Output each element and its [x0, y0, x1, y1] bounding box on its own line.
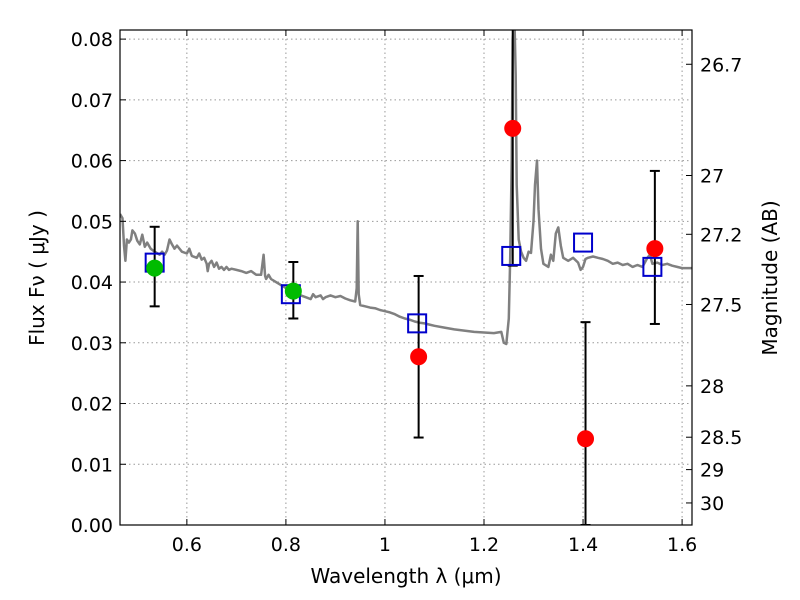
right-tick-label: 29 [700, 460, 724, 482]
model-spectrum-line [120, 30, 692, 346]
y-tick-label: 0.05 [71, 211, 113, 233]
x-tick-label: 1.6 [667, 534, 697, 556]
measurement-point [410, 348, 428, 366]
measurement-point [577, 430, 595, 448]
y-tick-label: 0.03 [71, 333, 113, 355]
measurement-point [504, 119, 522, 137]
data-layer [120, 30, 692, 525]
x-tick-label: 0.8 [271, 534, 301, 556]
x-tick-label: 1.2 [469, 534, 499, 556]
x-tick-label: 1.4 [568, 534, 598, 556]
y-tick-label: 0.04 [71, 272, 113, 294]
y-tick-label: 0.02 [71, 394, 113, 416]
axis-ticks: 0.6 0.8 1 1.2 1.4 1.6 0.00 0.01 0.02 0.03 0.04 0.05… [71, 29, 743, 556]
x-tick-label: 0.6 [172, 534, 202, 556]
right-axis-label: Magnitude (AB) [758, 200, 782, 355]
right-tick-label: 28.5 [700, 427, 742, 449]
y-tick-label: 0.06 [71, 151, 113, 173]
detection-point [284, 282, 302, 300]
y-tick-label: 0.08 [71, 29, 113, 51]
model-photometry-square [407, 313, 428, 334]
right-tick-label: 30 [700, 493, 724, 515]
right-tick-label: 28 [700, 376, 724, 398]
model-photometry-square [501, 245, 522, 266]
measurement-point [646, 240, 664, 258]
right-tick-label: 27.5 [700, 294, 742, 316]
right-tick-label: 27.2 [700, 224, 742, 246]
model-photometry-square [642, 256, 663, 277]
plot-frame [119, 29, 693, 526]
model-photometry-square [573, 232, 594, 253]
y-axis-label: Flux Fν ( μJy ) [25, 210, 49, 346]
right-tick-label: 27 [700, 165, 724, 187]
right-tick-label: 26.7 [700, 54, 742, 76]
y-tick-label: 0.07 [71, 90, 113, 112]
x-tick-label: 1 [379, 534, 391, 556]
grid-lines [120, 30, 692, 526]
y-tick-label: 0.01 [71, 454, 113, 476]
x-axis-label: Wavelength λ (μm) [310, 564, 501, 588]
detection-point [146, 259, 164, 277]
y-tick-label: 0.00 [71, 515, 113, 537]
